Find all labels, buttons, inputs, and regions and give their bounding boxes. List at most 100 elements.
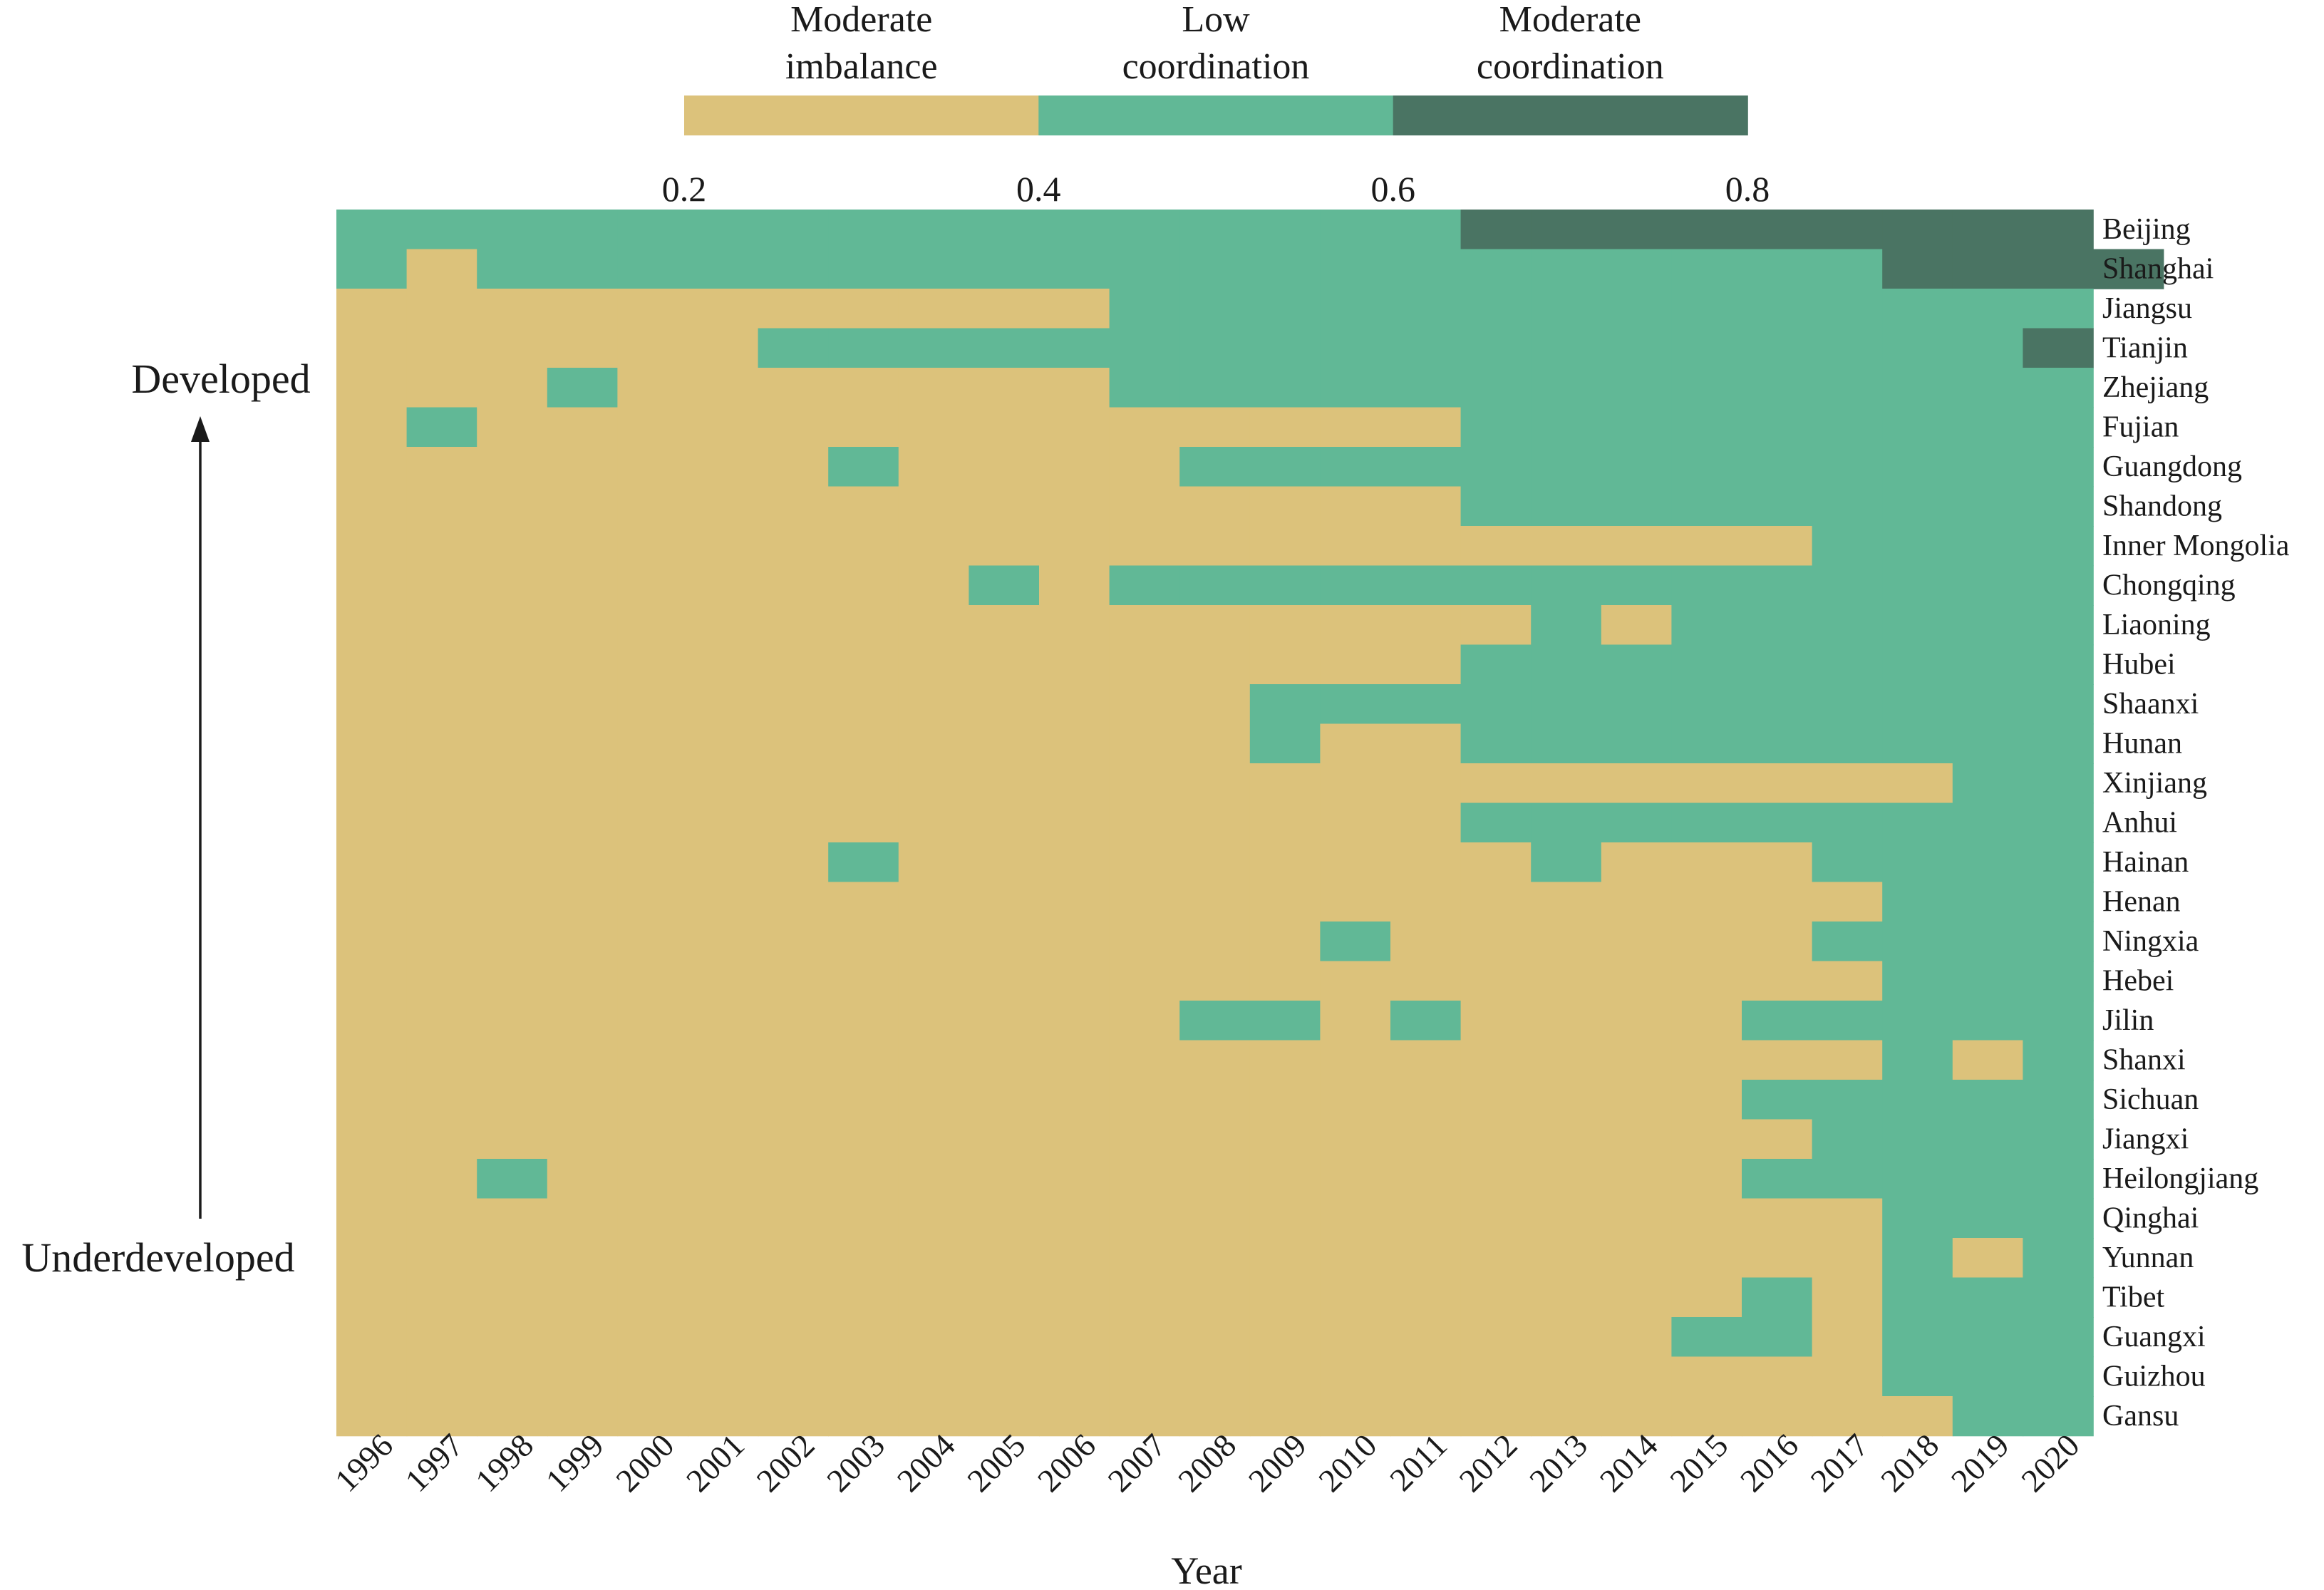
heatmap-cell <box>617 1396 688 1437</box>
heatmap-cell <box>1812 1159 1883 1199</box>
heatmap-cell <box>336 922 408 962</box>
province-label: Anhui <box>2102 806 2177 839</box>
heatmap-cell <box>1812 249 1883 289</box>
heatmap-cell <box>1039 1159 1110 1199</box>
heatmap-cell <box>1812 1198 1883 1239</box>
heatmap-cell <box>1249 763 1321 804</box>
heatmap-cell <box>1039 1238 1110 1279</box>
heatmap-cell <box>828 1001 899 1041</box>
year-tick-label: 1998 <box>468 1427 540 1499</box>
heatmap-cell <box>1039 842 1110 883</box>
heatmap-cell <box>617 802 688 843</box>
heatmap-cell <box>688 1356 759 1397</box>
heatmap-cell <box>2023 526 2094 567</box>
heatmap-cell <box>477 328 548 368</box>
heatmap-cell <box>1952 447 2024 487</box>
heatmap-cell <box>547 605 619 646</box>
heatmap-cell <box>336 486 408 527</box>
heatmap-cell <box>406 605 477 646</box>
heatmap-cell <box>1390 526 1462 567</box>
heatmap-cell <box>828 842 899 883</box>
heatmap-cell <box>828 210 899 250</box>
heatmap-cell <box>1882 802 1953 843</box>
heatmap-cell <box>688 1080 759 1120</box>
heatmap-cell <box>547 1356 619 1397</box>
heatmap-cell <box>758 644 829 685</box>
heatmap-cell <box>1320 486 1391 527</box>
heatmap-cell <box>1179 249 1251 289</box>
colorbar-tick-label: 0.2 <box>662 169 707 209</box>
heatmap-cell <box>1812 1119 1883 1160</box>
heatmap-cell <box>1249 1001 1321 1041</box>
heatmap-cell <box>1742 1159 1813 1199</box>
heatmap-cell <box>1531 210 1602 250</box>
heatmap-cell <box>1742 1317 1813 1358</box>
year-tick-label: 2010 <box>1311 1427 1383 1499</box>
heatmap-cell <box>336 684 408 725</box>
heatmap-cell <box>1531 1001 1602 1041</box>
heatmap-cell <box>969 1040 1040 1080</box>
heatmap-cell <box>617 644 688 685</box>
heatmap-cell <box>1742 328 1813 368</box>
heatmap-cell <box>1601 1277 1673 1318</box>
heatmap-cell <box>1179 1198 1251 1239</box>
heatmap-cell <box>336 407 408 448</box>
heatmap-cell <box>688 723 759 764</box>
heatmap-cell <box>969 1238 1040 1279</box>
heatmap-cell <box>1460 1119 1532 1160</box>
heatmap-cell <box>1109 289 1180 329</box>
heatmap-cell <box>617 1001 688 1041</box>
heatmap-cell <box>1320 249 1391 289</box>
heatmap-cell <box>1109 1238 1180 1279</box>
heatmap-cell <box>828 684 899 725</box>
heatmap-cell <box>2023 684 2094 725</box>
heatmap-cell <box>1952 1040 2024 1080</box>
heatmap-cell <box>1109 249 1180 289</box>
heatmap-cell <box>1179 1119 1251 1160</box>
heatmap-cell <box>898 447 970 487</box>
heatmap-cell <box>758 961 829 1001</box>
province-label: Liaoning <box>2102 609 2211 641</box>
heatmap-cell <box>1601 486 1673 527</box>
heatmap-cell <box>406 882 477 922</box>
heatmap-cell <box>688 922 759 962</box>
heatmap-cell <box>1742 961 1813 1001</box>
heatmap-cell <box>1109 684 1180 725</box>
heatmap-cell <box>1812 1040 1883 1080</box>
heatmap-cell <box>758 1317 829 1358</box>
heatmap-cell <box>1601 407 1673 448</box>
year-tick-label: 2007 <box>1101 1427 1173 1499</box>
heatmap-cell <box>477 368 548 408</box>
heatmap-cell <box>1882 447 1953 487</box>
heatmap-cell <box>1601 723 1673 764</box>
heatmap-cell <box>477 684 548 725</box>
heatmap-cell <box>1812 447 1883 487</box>
year-tick-label: 1997 <box>398 1427 470 1499</box>
heatmap-cell <box>1882 1001 1953 1041</box>
year-tick-label: 2001 <box>679 1427 751 1499</box>
heatmap-cell <box>477 1119 548 1160</box>
heatmap-cell <box>1039 1277 1110 1318</box>
heatmap-cell <box>1460 1396 1532 1437</box>
colorbar-category-label: Moderate <box>790 0 932 40</box>
heatmap-cell <box>758 1001 829 1041</box>
heatmap-cell <box>1039 249 1110 289</box>
province-label: Chongqing <box>2102 569 2236 602</box>
heatmap-cell <box>547 1277 619 1318</box>
heatmap-cell <box>1179 1080 1251 1120</box>
heatmap-cell <box>688 1396 759 1437</box>
heatmap-cell <box>1671 1238 1742 1279</box>
heatmap-cell <box>406 842 477 883</box>
heatmap-cell <box>1952 1159 2024 1199</box>
heatmap-cell <box>1320 368 1391 408</box>
heatmap-cell <box>1039 447 1110 487</box>
heatmap-cell <box>1882 407 1953 448</box>
province-label: Gansu <box>2102 1400 2179 1432</box>
heatmap-cell <box>547 723 619 764</box>
heatmap-cell <box>1039 1317 1110 1358</box>
heatmap-cell <box>969 1396 1040 1437</box>
heatmap-cell <box>898 1198 970 1239</box>
heatmap-cell <box>828 802 899 843</box>
heatmap-cell <box>1952 1238 2024 1279</box>
heatmap-cell <box>406 1356 477 1397</box>
